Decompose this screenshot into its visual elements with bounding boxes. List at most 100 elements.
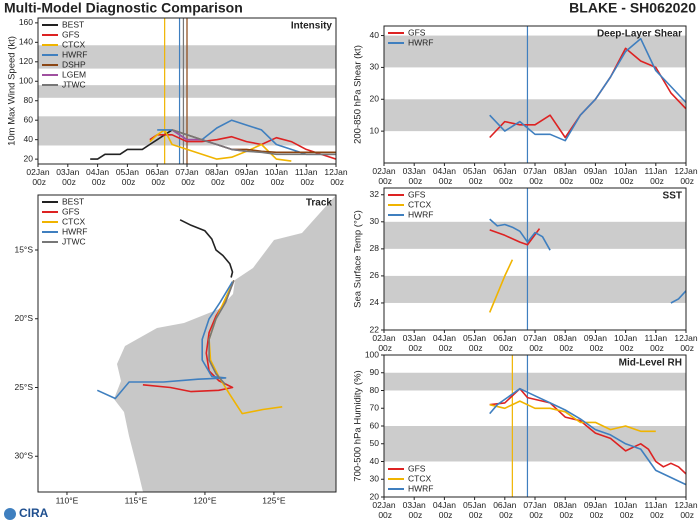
x-tick-label: 12Jan 00z [674,166,697,186]
x-tick-label: 09Jan 00z [235,167,258,187]
y-tick-label: 60 [370,420,380,430]
series-line [90,129,173,160]
series-line [488,259,514,313]
legend-label: DSHP [62,59,86,69]
series-line [208,280,235,386]
panel-frame [37,194,337,493]
x-tick-label: 05Jan 00z [116,167,139,187]
series-line [179,219,234,278]
plot-area [384,188,686,330]
x-tick-label: 110°E [56,495,79,505]
x-tick-label: 08Jan 00z [554,333,577,353]
y-tick-label: 40 [370,30,380,40]
panel-frame [383,187,687,331]
storm-id: BLAKE - SH062020 [569,0,696,16]
land-mass [114,195,336,492]
x-tick-label: 03Jan 00z [403,500,426,520]
y-tick-label: 30 [370,216,380,226]
x-tick-label: 06Jan 00z [493,166,516,186]
series-line [171,129,336,156]
y-tick-label: 10 [370,125,380,135]
y-tick-label: 50 [370,438,380,448]
x-tick-label: 04Jan 00z [433,333,456,353]
logo: CIRA [4,506,49,520]
y-tick-label: 22 [370,324,380,334]
y-tick-label: 160 [19,17,33,27]
y-axis-label: 200-850 hPa Shear (kt) [353,45,364,144]
x-tick-label: 08Jan 00z [205,167,228,187]
x-tick-label: 125°E [262,495,286,505]
legend-label: GFS [62,29,80,39]
series-line [489,387,686,475]
y-tick-label: 40 [24,134,34,144]
y-tick-label: 70 [370,403,380,413]
y-tick-label: 30 [370,62,380,72]
x-tick-label: 09Jan 00z [584,166,607,186]
legend-label: CTCX [62,39,85,49]
legend-label: HWRF [62,226,88,236]
y-tick-label: 20 [370,94,380,104]
x-tick-label: 02Jan 00z [26,167,49,187]
land [114,195,336,492]
x-tick-label: 08Jan 00z [554,166,577,186]
y-tick-label: 24 [370,297,380,307]
series-line [208,279,283,415]
y-tick-label: 28 [370,243,380,253]
y-tick-label: 80 [370,385,380,395]
plot-area [384,26,686,163]
legend-label: HWRF [408,209,434,219]
x-tick-label: 11Jan 00z [295,167,318,187]
x-tick-label: 11Jan 00z [645,166,668,186]
legend-label: HWRF [408,37,434,47]
x-tick-label: 10Jan 00z [614,500,637,520]
y-axis-label: 700-500 hPa Humidity (%) [353,370,364,481]
band [384,99,686,132]
logo-text: CIRA [19,506,49,520]
x-tick-label: 04Jan 00z [433,500,456,520]
x-tick-label: 06Jan 00z [146,167,169,187]
x-tick-label: 09Jan 00z [584,500,607,520]
legend-label: HWRF [62,49,88,59]
y-tick-label: 20°S [14,313,33,323]
panel-title: SST [663,191,682,202]
y-tick-label: 25°S [14,382,33,392]
band [384,426,686,462]
x-tick-label: 07Jan 00z [175,167,198,187]
band [384,275,686,303]
x-tick-label: 07Jan 00z [523,333,546,353]
panel-frame [37,17,337,165]
legend-label: BEST [62,196,84,206]
y-tick-label: 40 [370,456,380,466]
series-line [489,228,541,246]
y-axis-label: 10m Max Wind Speed (kt) [7,36,18,146]
panel-title: Deep-Layer Shear [597,29,682,40]
y-tick-label: 20 [24,153,34,163]
x-tick-label: 09Jan 00z [584,333,607,353]
y-tick-label: 100 [19,76,33,86]
x-tick-label: 03Jan 00z [403,333,426,353]
panel-title: Intensity [291,21,333,32]
x-tick-label: 10Jan 00z [614,166,637,186]
x-tick-label: 11Jan 00z [645,333,668,353]
plot-area [96,195,336,492]
legend-label: CTCX [408,199,431,209]
legend-label: BEST [62,19,84,29]
legend-label: LGEM [62,69,86,79]
legend-label: CTCX [408,473,431,483]
y-tick-label: 30°S [14,451,33,461]
x-tick-label: 06Jan 00z [493,500,516,520]
series-line [149,129,292,162]
legend-label: GFS [62,206,80,216]
x-tick-label: 04Jan 00z [433,166,456,186]
series-line [149,134,336,160]
x-tick-label: 02Jan 00z [372,500,395,520]
series-line [489,400,656,433]
panel-title: Track [306,198,333,209]
y-tick-label: 30 [370,474,380,484]
x-tick-label: 03Jan 00z [56,167,79,187]
x-tick-label: 04Jan 00z [86,167,109,187]
band [384,372,686,391]
page-title: Multi-Model Diagnostic Comparison [4,0,243,16]
legend-label: CTCX [62,216,85,226]
